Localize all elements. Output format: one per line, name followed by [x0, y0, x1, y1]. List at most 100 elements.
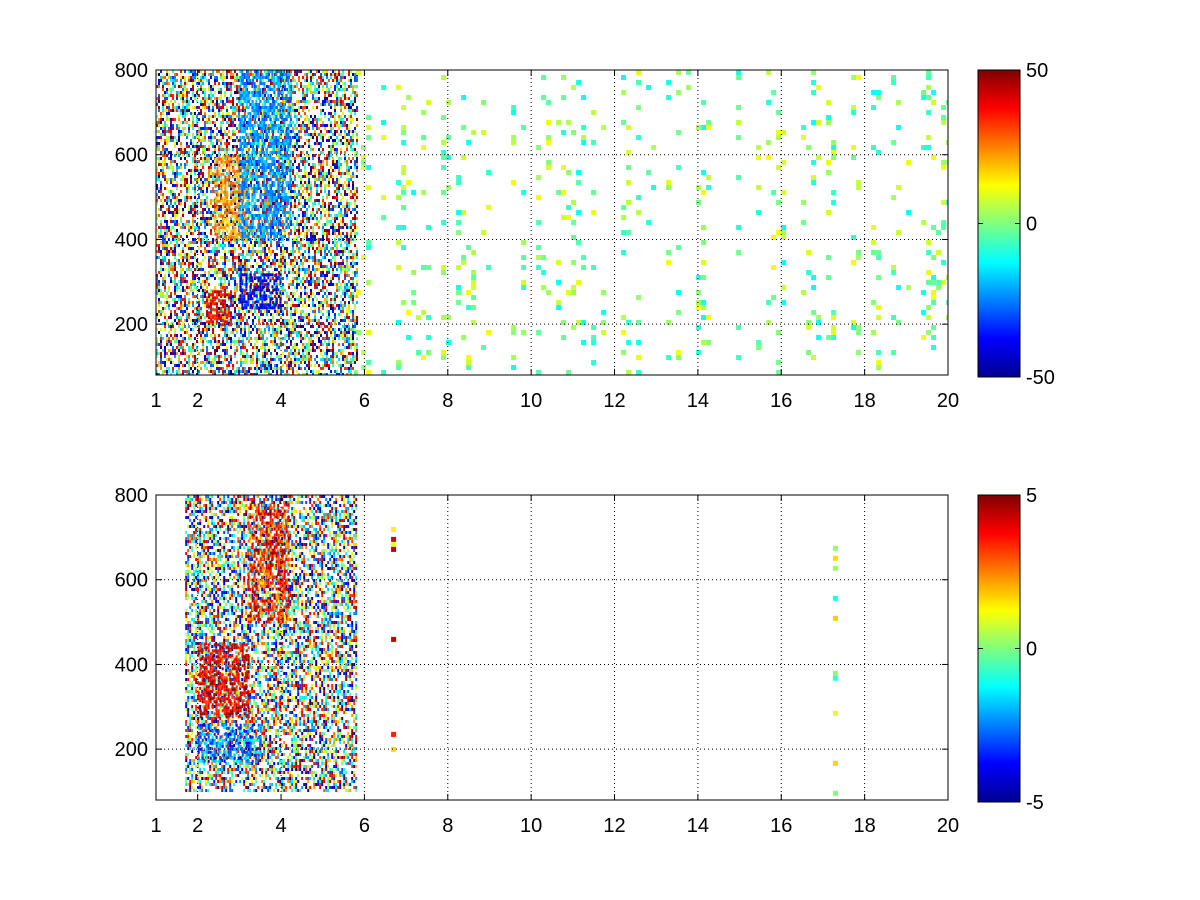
- heatmap-cell: [192, 118, 194, 121]
- heatmap-cell: [264, 268, 266, 271]
- heatmap-cell: [292, 352, 294, 355]
- heatmap-cell: [166, 109, 168, 112]
- heatmap-cell: [322, 76, 324, 79]
- heatmap-cell: [220, 328, 222, 331]
- heatmap-cell: [196, 373, 198, 375]
- heatmap-cell: [330, 172, 332, 175]
- heatmap-cell: [232, 76, 234, 79]
- heatmap-cell: [308, 268, 310, 271]
- heatmap-cell: [164, 226, 166, 229]
- heatmap-cell: [230, 88, 232, 91]
- heatmap-cell: [284, 133, 286, 136]
- heatmap-cell: [256, 268, 258, 271]
- heatmap-cell: [284, 319, 286, 322]
- heatmap-cell: [198, 88, 200, 91]
- heatmap-cell: [180, 199, 182, 202]
- heatmap-cell: [174, 202, 176, 205]
- heatmap-cell: [166, 118, 168, 121]
- heatmap-cell: [230, 370, 232, 373]
- heatmap-cell: [222, 313, 224, 316]
- heatmap-cell: [188, 262, 190, 265]
- heatmap-cell: [180, 163, 182, 166]
- heatmap-cell: [232, 271, 234, 274]
- heatmap-cell: [330, 253, 332, 256]
- heatmap-cell: [240, 361, 242, 364]
- heatmap-cell: [182, 85, 184, 88]
- heatmap-cell: [294, 142, 296, 145]
- heatmap-cell: [208, 154, 210, 157]
- heatmap-cell: [222, 361, 224, 364]
- heatmap-cell: [190, 268, 192, 271]
- heatmap-cell: [212, 100, 214, 103]
- heatmap-cell: [250, 187, 252, 190]
- heatmap-cell: [166, 142, 168, 145]
- heatmap-cell: [298, 163, 300, 166]
- heatmap-cell: [184, 85, 186, 88]
- heatmap-cell: [262, 142, 264, 145]
- heatmap-cell: [186, 361, 188, 364]
- heatmap-cell: [204, 328, 206, 331]
- heatmap-cell: [330, 85, 332, 88]
- heatmap-cell: [256, 346, 258, 349]
- heatmap-cell: [186, 235, 188, 238]
- heatmap-cell: [308, 193, 310, 196]
- heatmap-cell: [182, 121, 184, 124]
- heatmap-cell: [198, 301, 200, 304]
- heatmap-cell: [194, 343, 196, 346]
- heatmap-cell: [308, 280, 310, 283]
- heatmap-cell: [190, 232, 192, 235]
- heatmap-cell: [194, 106, 196, 109]
- heatmap-cell: [246, 373, 248, 375]
- heatmap-cell: [194, 193, 196, 196]
- heatmap-cell: [316, 280, 318, 283]
- heatmap-cell: [196, 166, 198, 169]
- heatmap-cell: [244, 106, 246, 109]
- heatmap-cell: [222, 247, 224, 250]
- heatmap-cell: [320, 145, 322, 148]
- heatmap-cell: [244, 268, 246, 271]
- heatmap-cell: [188, 133, 190, 136]
- heatmap-cell: [244, 193, 246, 196]
- heatmap-cell: [184, 196, 186, 199]
- heatmap-cell: [268, 271, 270, 274]
- heatmap-cell: [232, 367, 234, 370]
- heatmap-cell: [200, 211, 202, 214]
- heatmap-cell: [240, 328, 242, 331]
- heatmap-cell: [300, 262, 302, 265]
- heatmap-cell: [326, 175, 328, 178]
- heatmap-cell: [324, 256, 326, 259]
- heatmap-cell: [196, 334, 198, 337]
- heatmap-cell: [294, 310, 296, 313]
- heatmap-cell: [160, 334, 162, 337]
- heatmap-cell: [160, 190, 162, 193]
- heatmap-cell: [176, 169, 178, 172]
- heatmap-cell: [284, 247, 286, 250]
- heatmap-cell: [168, 349, 170, 352]
- heatmap-cell: [330, 145, 332, 148]
- heatmap-cell: [230, 94, 232, 97]
- heatmap-cell: [278, 238, 280, 241]
- heatmap-cell: [248, 268, 250, 271]
- heatmap-cell: [322, 271, 324, 274]
- heatmap-cell: [166, 148, 168, 151]
- heatmap-cell: [204, 292, 206, 295]
- heatmap-cell: [306, 313, 308, 316]
- heatmap-cell: [284, 361, 286, 364]
- heatmap-cell: [332, 148, 334, 151]
- heatmap-cell: [314, 214, 316, 217]
- heatmap-cell: [214, 82, 216, 85]
- heatmap-cell: [204, 241, 206, 244]
- heatmap-cell: [310, 355, 312, 358]
- heatmap-cell: [228, 148, 230, 151]
- heatmap-cell: [158, 73, 160, 76]
- heatmap-cell: [276, 154, 278, 157]
- heatmap-cell: [248, 337, 250, 340]
- heatmap-cell: [278, 337, 280, 340]
- heatmap-cell: [162, 166, 164, 169]
- heatmap-cell: [300, 136, 302, 139]
- heatmap-cell: [166, 337, 168, 340]
- heatmap-cell: [296, 133, 298, 136]
- heatmap-cell: [286, 184, 288, 187]
- heatmap-cell: [194, 208, 196, 211]
- heatmap-cell: [214, 298, 216, 301]
